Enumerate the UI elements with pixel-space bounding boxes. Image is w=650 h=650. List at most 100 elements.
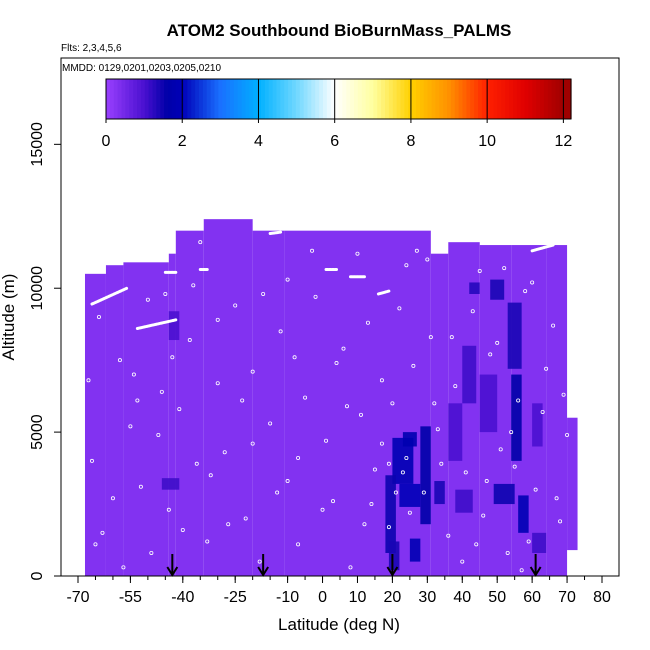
profile-markers — [166, 554, 542, 577]
sample-point — [149, 550, 154, 555]
sample-point — [334, 361, 339, 366]
colorbar-segment — [392, 79, 398, 119]
enhanced-cell — [388, 541, 400, 571]
colorbar-tick-label: 6 — [330, 133, 339, 150]
sample-point — [516, 398, 521, 403]
x-tick-label: -40 — [171, 589, 194, 606]
enhanced-cell — [409, 538, 421, 562]
colorbar-segment — [412, 79, 417, 119]
profile-arrow-head — [166, 566, 179, 577]
colorbar-segment — [218, 79, 223, 119]
colorbar-segment — [505, 79, 510, 119]
sample-point — [530, 280, 535, 285]
colorbar-segment — [427, 79, 433, 119]
sample-point — [296, 456, 301, 461]
colorbar: 0 2 4 6 8 10 12 — [102, 78, 572, 150]
sample-point — [393, 490, 398, 495]
sample-point — [275, 490, 280, 495]
colorbar-segment — [206, 79, 212, 119]
flight-track-segment — [376, 289, 391, 296]
sample-point — [310, 248, 315, 253]
flight-track-segment — [90, 286, 129, 306]
sample-point — [344, 404, 349, 409]
colorbar-segment — [326, 79, 332, 119]
colorbar-segment — [423, 79, 429, 119]
sample-point — [135, 398, 140, 403]
colorbar-segment — [377, 79, 382, 119]
sample-point — [512, 464, 517, 469]
coverage-cell — [284, 230, 431, 576]
colorbar-segment — [450, 79, 456, 119]
sample-point — [324, 438, 329, 443]
x-tick-label: -25 — [224, 589, 247, 606]
sample-point — [348, 565, 353, 570]
sample-point — [117, 358, 122, 363]
colorbar-segment — [288, 79, 293, 119]
sample-point — [523, 289, 528, 294]
colorbar-segment — [164, 79, 169, 119]
colorbar-segment — [117, 79, 123, 119]
colorbar-segment — [152, 79, 157, 119]
enhanced-cell — [448, 403, 463, 461]
enhanced-cell — [161, 478, 180, 490]
sample-point — [400, 470, 405, 475]
colorbar-segment — [315, 79, 320, 119]
sample-point — [215, 381, 220, 386]
enhanced-cell — [420, 426, 431, 525]
sample-point — [505, 550, 510, 555]
colorbar-segment — [137, 79, 142, 119]
colorbar-segment — [319, 79, 324, 119]
profile-arrow-head — [529, 566, 542, 577]
x-tick-label: 30 — [418, 589, 436, 606]
colorbar-segment — [551, 79, 557, 119]
x-tick-label: 10 — [349, 589, 367, 606]
x-axis: -70 -55 -40 -25 -10 0 10 20 30 40 50 60 70 80 — [66, 576, 611, 606]
sample-point — [355, 251, 360, 256]
colorbar-segment — [528, 79, 533, 119]
y-axis-label: Altitude (m) — [0, 274, 18, 361]
colorbar-segment — [350, 79, 355, 119]
colorbar-frame — [105, 78, 572, 120]
colorbar-segment — [400, 79, 405, 119]
sample-point — [303, 395, 308, 400]
colorbar-segment — [144, 79, 150, 119]
colorbar-segment — [439, 79, 444, 119]
sample-point — [432, 401, 437, 406]
x-tick-label: 50 — [488, 589, 506, 606]
sample-point — [390, 401, 395, 406]
colorbar-segment — [187, 79, 192, 119]
enhanced-cell — [532, 403, 543, 447]
enhanced-cell — [462, 345, 477, 404]
sample-point — [296, 542, 301, 547]
colorbar-segment — [272, 79, 278, 119]
sample-points — [86, 240, 570, 573]
sample-point — [233, 303, 238, 308]
x-tick-label: -70 — [66, 589, 89, 606]
sample-point — [320, 507, 325, 512]
sample-point — [439, 461, 444, 466]
profile-arrow-head — [257, 566, 269, 577]
colorbar-segment — [241, 79, 247, 119]
x-tick-label: 20 — [384, 589, 402, 606]
sample-point — [502, 266, 507, 271]
colorbar-segment — [183, 79, 188, 119]
colorbar-segment — [447, 79, 452, 119]
colorbar-segment — [233, 79, 239, 119]
sample-point — [121, 565, 126, 570]
x-tick-label: 40 — [453, 589, 471, 606]
coverage-cell — [430, 253, 449, 576]
x-tick-label: 0 — [318, 589, 327, 606]
colorbar-segment — [106, 79, 111, 119]
sample-point — [163, 291, 168, 296]
colorbar-segment — [175, 79, 181, 119]
colorbar-segment — [323, 79, 328, 119]
colorbar-segment — [396, 79, 402, 119]
colorbar-segment — [563, 79, 568, 119]
colorbar-segment — [512, 79, 518, 119]
colorbar-segment — [443, 79, 448, 119]
colorbar-segment — [210, 79, 216, 119]
sample-point — [379, 378, 384, 383]
sample-point — [463, 470, 468, 475]
coverage-cell — [105, 265, 124, 576]
colorbar-segment — [268, 79, 274, 119]
